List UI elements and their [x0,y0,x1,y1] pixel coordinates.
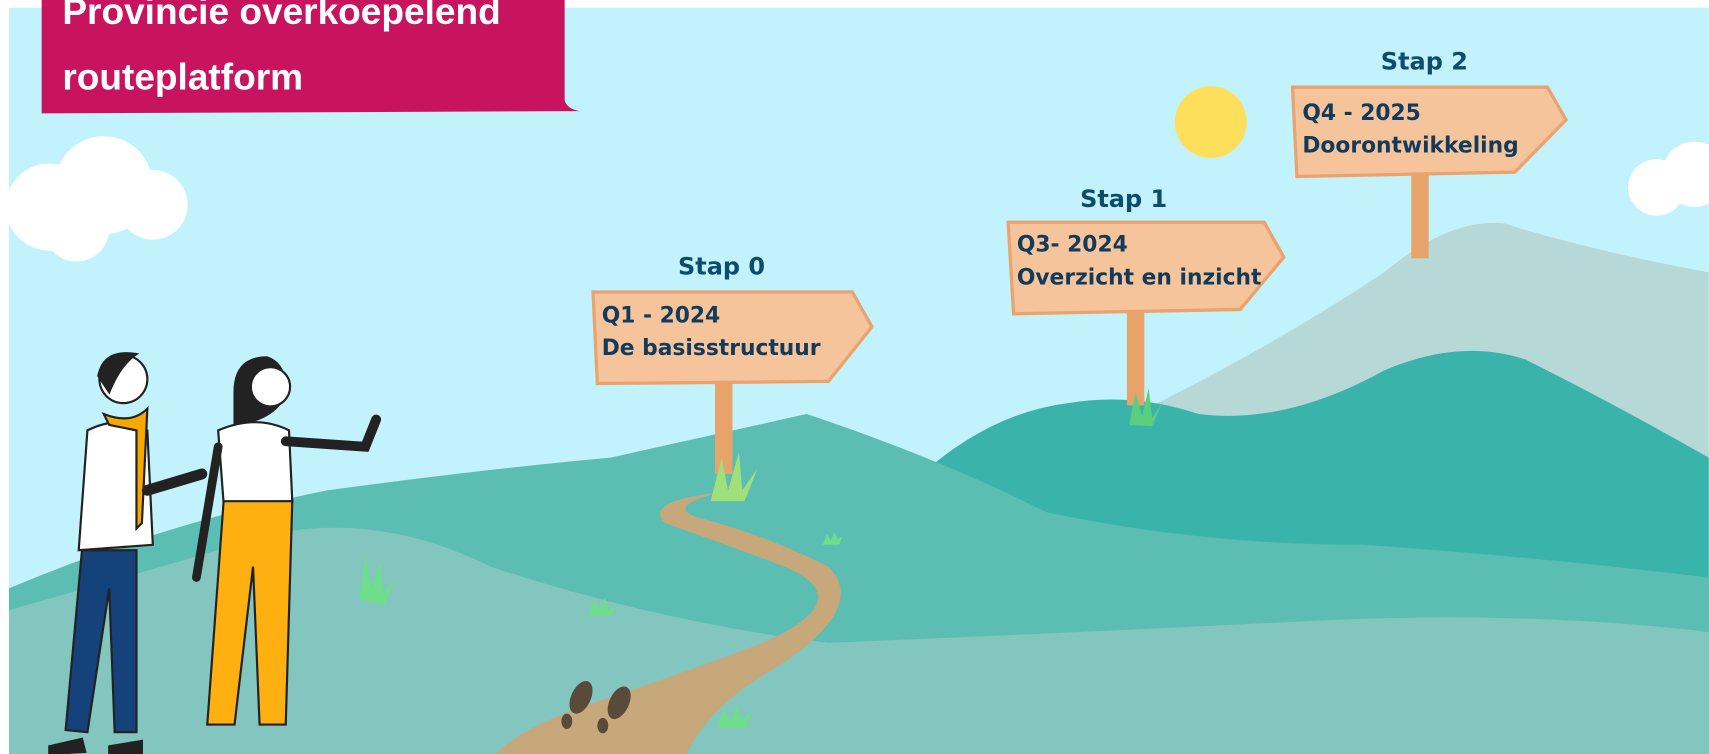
sun [1175,86,1247,158]
step-description: De basisstructuur [602,336,821,361]
step-description: Overzicht en inzicht [1017,265,1262,290]
step-label: Stap 1 [1080,185,1167,213]
step-label: Stap 0 [678,253,765,281]
title-line: Provincie overkoepelend [62,0,500,32]
illustration: Stap 0 Q1 - 2024 De basisstructuur Stap … [0,0,1709,754]
step-period: Q3- 2024 [1017,233,1128,258]
title-box: Provincie overkoepelend routeplatform [42,0,580,113]
title-line: routeplatform [62,55,303,97]
step-period: Q1 - 2024 [602,304,721,329]
step-description: Doorontwikkeling [1302,134,1518,159]
step-label: Stap 2 [1381,48,1468,76]
page: Stap 0 Q1 - 2024 De basisstructuur Stap … [0,0,1709,754]
step-period: Q4 - 2025 [1302,101,1421,126]
